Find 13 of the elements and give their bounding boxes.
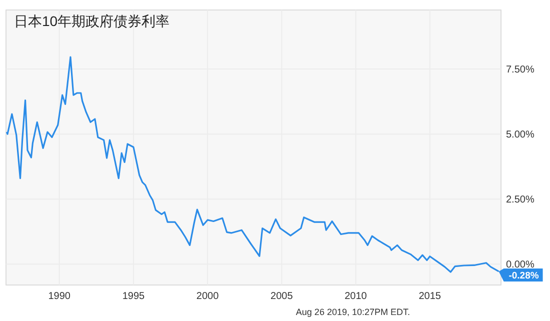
y-tick-label: 2.50% [506,194,534,206]
x-tick-label: 1995 [122,291,146,302]
chart-title: 日本10年期政府债券利率 [14,13,170,29]
y-tick-label: 5.00% [506,130,534,141]
x-tick-label: 2000 [196,291,220,302]
text: Aug 26 2019, 10:27PM EDT. [296,307,410,317]
annotation: -0.28% [508,270,540,282]
x-tick-label: 1990 [48,291,71,302]
y-tick-label: 7.50% [506,64,534,76]
x-tick-label: 2010 [344,291,368,302]
y-tick-label: 0.00% [506,260,534,271]
x-tick-label: 2015 [418,291,442,302]
x-tick-label: 2005 [270,291,294,302]
